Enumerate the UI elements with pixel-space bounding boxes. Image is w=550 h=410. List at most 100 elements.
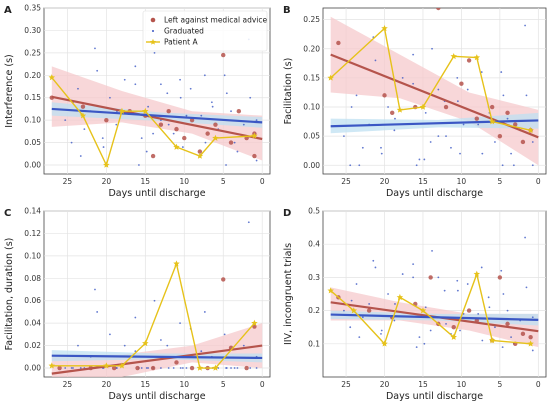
- graduated-point: [456, 100, 459, 103]
- y-tick-label: 0.30: [24, 26, 41, 35]
- graduated-point: [372, 259, 375, 262]
- graduated-point: [349, 164, 352, 167]
- graduated-point: [204, 141, 207, 144]
- graduated-fit-line: [51, 354, 263, 360]
- graduated-point: [166, 344, 169, 347]
- graduated-point: [374, 59, 377, 62]
- panel-letter: B: [283, 5, 291, 16]
- graduated-point: [203, 311, 206, 313]
- left-against-advice-point: [520, 331, 526, 337]
- patient-a-point: [327, 287, 334, 294]
- left-against-advice-point: [513, 122, 518, 127]
- graduated-point: [77, 344, 79, 347]
- y-axis-label: Facilitation (s): [283, 58, 294, 125]
- graduated-point: [480, 71, 483, 73]
- left-against-advice-point: [221, 52, 226, 58]
- graduated-point: [361, 146, 364, 149]
- graduated-point: [83, 128, 86, 131]
- graduated-point: [94, 288, 96, 291]
- graduated-point: [401, 76, 404, 79]
- x-tick-label: 5: [221, 380, 226, 389]
- patient-a-line: [51, 261, 255, 369]
- graduated-point: [481, 339, 484, 342]
- graduated-point: [358, 336, 361, 339]
- graduated-point: [349, 326, 352, 329]
- x-axis-label: Days until discharge: [386, 188, 483, 199]
- patient-a-point: [251, 319, 258, 326]
- patient-a-point: [251, 132, 258, 139]
- left-against-advice-point: [428, 275, 433, 280]
- graduated-point: [166, 92, 169, 95]
- graduated-point: [456, 279, 459, 282]
- graduated-point: [524, 24, 526, 27]
- graduated-point: [230, 110, 232, 113]
- patient-a-point: [381, 24, 388, 32]
- patient-a-point: [196, 364, 204, 371]
- graduated-point: [510, 336, 512, 339]
- graduated-point: [159, 83, 162, 86]
- y-tick-label: 0.20: [24, 71, 41, 80]
- graduated-point: [153, 299, 156, 302]
- patient-a-point: [527, 126, 534, 134]
- left-against-advice-point: [336, 40, 341, 46]
- graduated-point: [200, 350, 203, 353]
- left-against-advice-point: [244, 365, 249, 371]
- patient-a-point: [419, 103, 427, 110]
- graduated-point: [437, 135, 440, 138]
- graduated-point: [531, 316, 534, 319]
- graduated-point: [159, 367, 162, 369]
- graduated-point: [225, 164, 227, 166]
- legend-marker-left: [150, 17, 156, 23]
- y-tick-label: 0.15: [303, 73, 320, 82]
- graduated-point: [502, 94, 505, 97]
- y-tick-label: 0.02: [24, 341, 41, 350]
- patient-a-point: [350, 307, 357, 314]
- patient-a-point: [396, 293, 404, 301]
- patient-a-point: [527, 340, 534, 347]
- legend: Left against medical advice Graduated Pati…: [142, 10, 267, 52]
- y-tick-label: 0.15: [24, 93, 41, 102]
- y-tick-label: 0.12: [24, 229, 41, 238]
- graduated-point: [500, 269, 503, 272]
- patient-a-point: [419, 307, 427, 314]
- graduated-point: [94, 47, 96, 50]
- x-tick-label: 0: [536, 177, 541, 186]
- graduated-point: [502, 293, 505, 295]
- graduated-point: [200, 114, 203, 117]
- patient-a-point: [488, 118, 496, 125]
- graduated-point: [393, 129, 396, 132]
- graduated-point: [236, 150, 239, 153]
- graduated-point: [380, 146, 382, 149]
- graduated-point: [481, 152, 484, 155]
- left-ci-band: [51, 323, 263, 377]
- left-against-advice-point: [197, 149, 203, 154]
- panel-b: 25 20 15 10 5 0 0.00 0.05 0.10 0.15 0.20 0.25 Days u…: [283, 5, 547, 199]
- patient-a-line: [330, 27, 531, 131]
- graduated-point: [70, 367, 73, 369]
- graduated-point: [230, 367, 232, 369]
- x-tick-label: 15: [418, 177, 428, 186]
- left-against-advice-point: [390, 110, 395, 116]
- graduated-point: [437, 88, 440, 91]
- graduated-point: [145, 150, 148, 153]
- graduated-point: [429, 141, 432, 143]
- graduated-point: [109, 333, 111, 336]
- graduated-point: [506, 309, 509, 312]
- graduated-point: [203, 74, 206, 77]
- graduated-point: [255, 119, 258, 122]
- y-tick-label: 0.5: [308, 207, 320, 216]
- x-tick-label: 15: [418, 380, 428, 389]
- graduated-point: [494, 141, 496, 143]
- y-tick-label: 0.10: [303, 103, 320, 112]
- graduated-point: [236, 367, 239, 369]
- graduated-point: [210, 101, 213, 104]
- graduated-point: [343, 309, 345, 312]
- x-axis-label: Days until discharge: [386, 391, 483, 402]
- graduated-point: [487, 296, 490, 299]
- graduated-point: [72, 367, 74, 369]
- graduated-point: [249, 96, 252, 99]
- patient-a-point: [142, 339, 149, 347]
- left-fit-line: [51, 95, 263, 141]
- graduated-point: [531, 141, 534, 143]
- x-tick-label: 20: [102, 177, 112, 186]
